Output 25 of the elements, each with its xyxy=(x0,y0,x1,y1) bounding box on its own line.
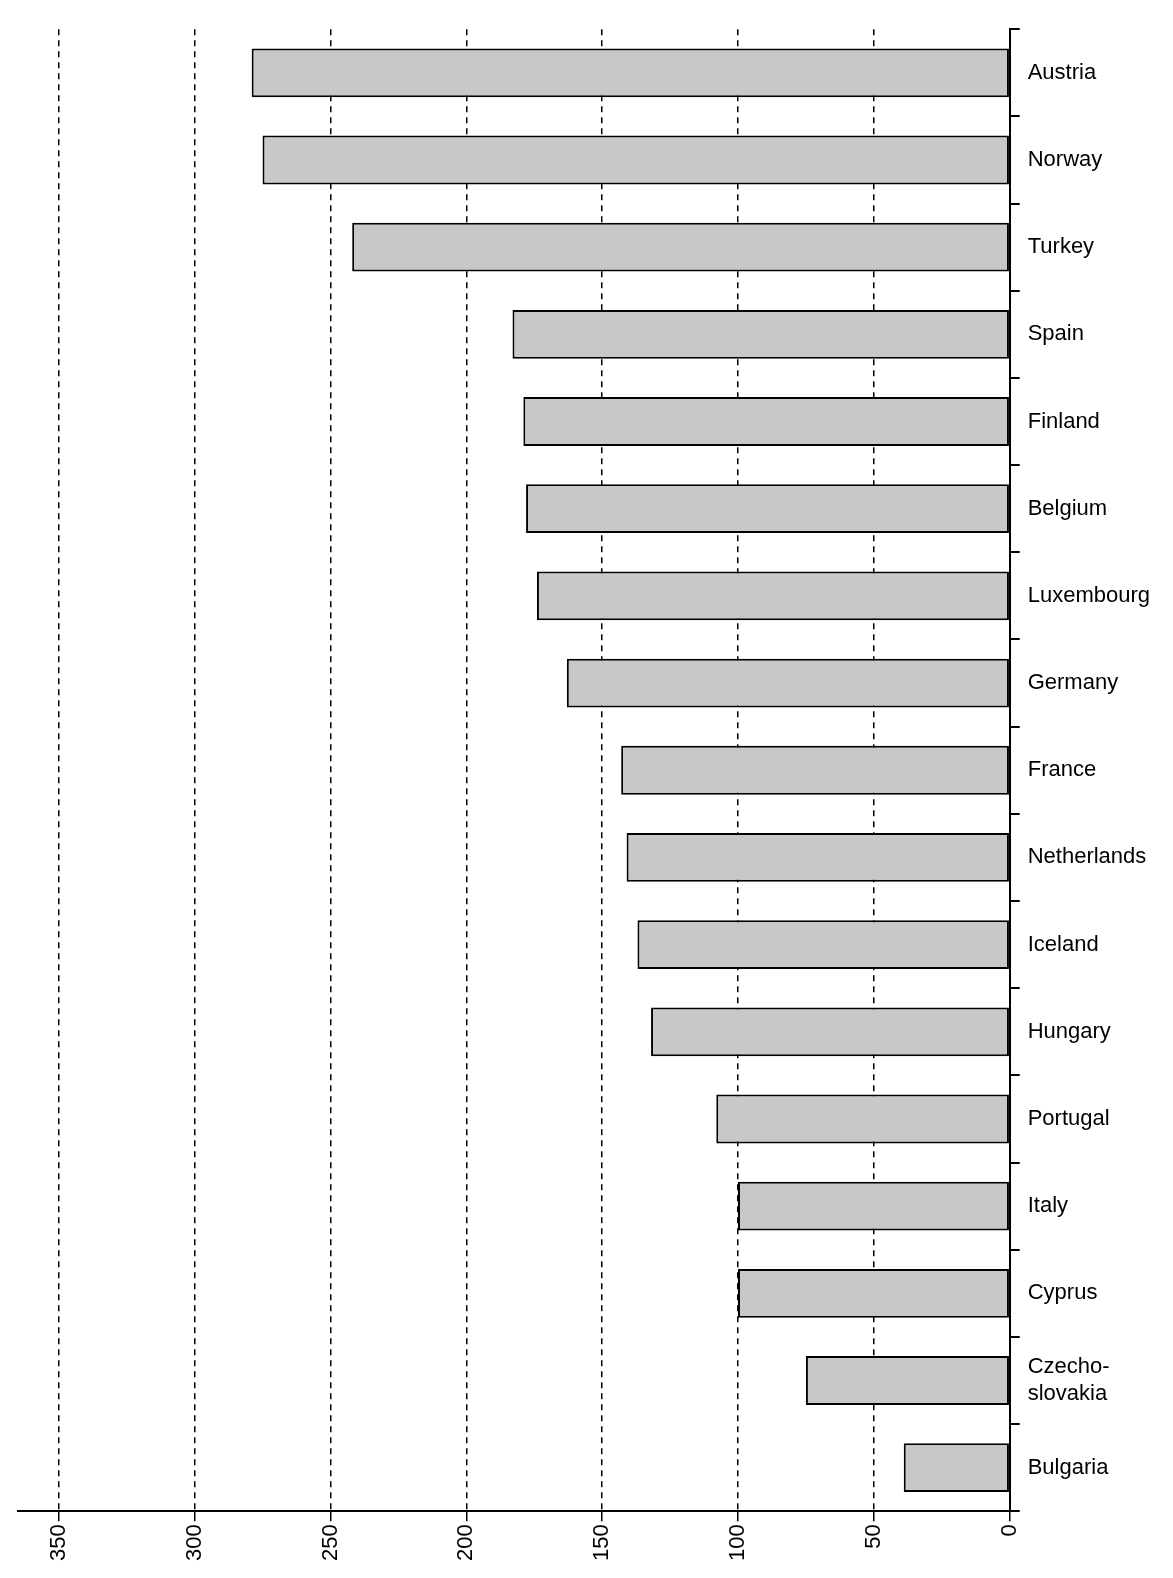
x-tick-label: 250 xyxy=(316,1524,342,1562)
y-tick-label: France xyxy=(1027,756,1097,782)
y-tick-label: Italy xyxy=(1027,1192,1069,1218)
y-tick-label: Norway xyxy=(1027,146,1103,172)
y-tick-label: Belgium xyxy=(1027,494,1108,520)
y-tick-label: Portugal xyxy=(1027,1105,1110,1131)
y-tick-label: Germany xyxy=(1027,669,1119,695)
x-tick-label: 150 xyxy=(588,1524,614,1562)
x-tick-label: 300 xyxy=(180,1524,206,1562)
y-tick-label: Turkey xyxy=(1027,233,1095,259)
y-tick-label: Czecho- slovakia xyxy=(1027,1353,1110,1405)
y-tick-label: Spain xyxy=(1027,320,1084,346)
x-tick-label: 100 xyxy=(724,1524,750,1562)
x-tick-label: 50 xyxy=(859,1524,885,1549)
y-tick-label: Austria xyxy=(1027,58,1097,84)
x-tick-label: 350 xyxy=(44,1524,70,1562)
y-tick-label: Cyprus xyxy=(1027,1279,1098,1305)
y-tick-label: Bulgaria xyxy=(1027,1453,1110,1479)
y-tick-label: Netherlands xyxy=(1027,843,1147,869)
y-tick-label: Hungary xyxy=(1027,1017,1111,1043)
y-tick-label: Luxembourg xyxy=(1027,581,1151,607)
x-tick-label: 0 xyxy=(995,1524,1021,1537)
y-tick-label: Iceland xyxy=(1027,930,1099,956)
y-tick-label: Finland xyxy=(1027,407,1100,433)
x-tick-label: 200 xyxy=(452,1524,478,1562)
